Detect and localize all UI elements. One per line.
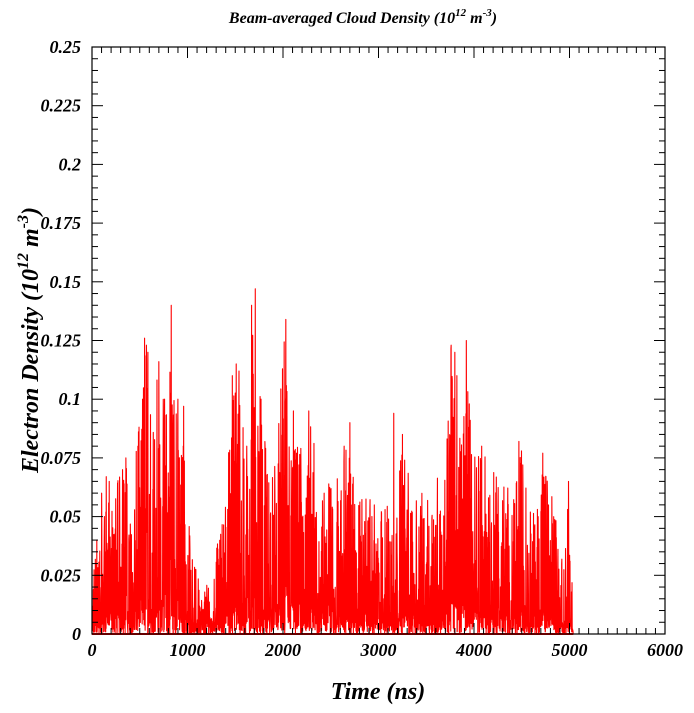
series-line bbox=[91, 288, 574, 635]
plot-data-area bbox=[91, 288, 574, 635]
axes: 0 0.025 0.05 0.075 0.1 0.125 0.15 0.175 0.2 0.225… bbox=[41, 37, 684, 660]
y-axis-title-exp2: -3 bbox=[15, 215, 32, 228]
y-tick-label: 0.125 bbox=[41, 331, 82, 351]
y-axis-title-suffix: ) bbox=[18, 207, 44, 217]
chart-title-prefix: Beam-averaged Cloud Density (10 bbox=[228, 10, 455, 27]
y-axis-title: Electron Density (1012 m-3) bbox=[15, 207, 44, 474]
chart-title-mid: m bbox=[466, 10, 482, 27]
x-tick-label: 1000 bbox=[170, 640, 206, 660]
y-tick-label: 0.025 bbox=[41, 565, 82, 585]
y-tick-label: 0.075 bbox=[41, 448, 82, 468]
y-axis-title-exp1: 12 bbox=[15, 253, 32, 269]
y-axis-title-prefix: Electron Density (10 bbox=[18, 269, 44, 474]
y-axis-title-mid: m bbox=[18, 228, 44, 253]
y-tick-label: 0.05 bbox=[50, 507, 82, 527]
y-tick-label: 0.25 bbox=[50, 37, 82, 57]
y-tick-label: 0.225 bbox=[41, 96, 82, 116]
x-axis-title: Time (ns) bbox=[331, 679, 425, 705]
x-tick-label: 5000 bbox=[552, 640, 588, 660]
y-tick-label: 0.2 bbox=[59, 154, 82, 174]
x-tick-label: 2000 bbox=[264, 640, 301, 660]
x-tick-label: 6000 bbox=[647, 640, 683, 660]
x-tick-label: 4000 bbox=[455, 640, 492, 660]
chart-title-suffix: ) bbox=[490, 10, 497, 27]
y-tick-label: 0 bbox=[72, 624, 81, 644]
y-tick-label: 0.1 bbox=[59, 389, 82, 409]
x-tick-label: 3000 bbox=[360, 640, 397, 660]
y-tick-label: 0.15 bbox=[50, 272, 82, 292]
chart-title-exp2: -3 bbox=[483, 7, 493, 19]
chart-title-exp1: 12 bbox=[455, 7, 467, 19]
x-tick-label: 0 bbox=[88, 640, 97, 660]
y-tick-label: 0.175 bbox=[41, 213, 82, 233]
chart-title: Beam-averaged Cloud Density (1012 m-3) bbox=[228, 7, 497, 27]
